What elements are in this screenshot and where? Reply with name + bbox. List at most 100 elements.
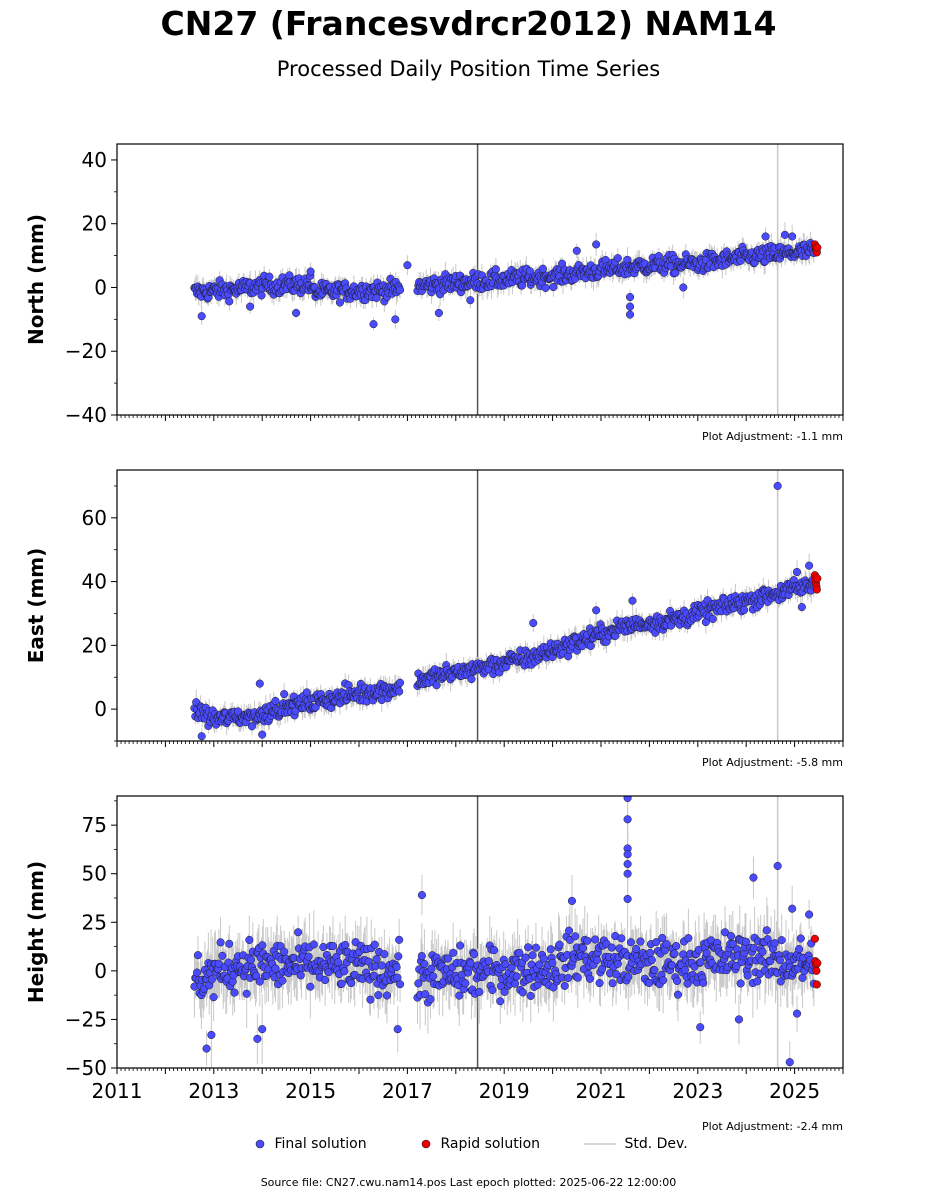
legend-rapid-label: Rapid solution [440,1136,541,1152]
final-solution-point [417,952,426,961]
final-solution-point [370,940,379,949]
final-solution-point [202,1044,211,1053]
final-solution-point [572,246,581,255]
final-solution-point [395,687,404,696]
final-solution-point [455,991,464,1000]
y-tick-label: 40 [82,570,107,594]
y-tick-label: −50 [65,1056,107,1080]
final-solution-point [302,688,311,697]
final-solution-point [591,935,600,944]
final-solution-point [623,815,632,824]
final-solution-point [539,954,548,963]
plot-area [190,796,822,1068]
final-solution-point [193,968,202,977]
final-solution-point [780,230,789,239]
final-solution-point [626,938,635,947]
final-solution-point [366,995,375,1004]
final-solution-point [773,481,782,490]
final-solution-point [427,964,436,973]
final-solution-point [623,869,632,878]
final-solution-point [647,955,656,965]
final-solution-point [788,904,797,913]
final-solution-point [521,953,530,962]
final-solution-point [449,948,458,957]
final-solution-point [395,980,405,989]
final-solution-point [673,976,682,985]
final-solution-point [225,939,234,948]
final-solution-point [512,972,521,981]
final-solution-point [741,937,750,946]
final-solution-point [321,975,330,985]
final-solution-point [467,675,476,684]
final-solution-point [529,618,538,628]
final-solution-point [720,928,730,937]
final-solution-point [680,965,689,975]
final-solution-point [623,859,632,869]
final-solution-point [623,850,632,859]
final-solution-point [583,936,592,945]
final-solution-point [743,971,752,980]
final-solution-point [531,943,541,952]
final-solution-point [788,232,797,241]
y-tick-label: 20 [82,633,107,657]
final-solution-point [395,285,405,294]
final-solution-point [608,979,617,988]
final-solution-point [257,291,266,300]
final-solution-point [662,940,671,949]
final-solution-point [761,232,770,241]
final-solution-point [696,958,705,967]
final-solution-point [679,283,688,292]
final-solution-point [740,605,749,614]
plot-panel-3: 2011 2013 2015 2017 2019 2021 2023 2025 −50 −25 0 2… [24,795,844,1133]
final-solution-point [466,296,475,305]
y-tick-label: −25 [65,1007,107,1031]
final-solution-point [592,240,601,249]
final-solution-point [434,308,443,318]
y-tick-label: −40 [65,403,107,427]
final-solution-point [773,861,782,870]
final-solution-point [646,948,655,957]
final-solution-point [546,945,555,954]
final-solution-point [403,261,412,270]
final-solution-point [625,302,635,311]
x-tick-label: 2023 [672,1079,723,1103]
y-tick-label: 0 [94,959,107,983]
final-solution-point [214,959,223,968]
final-solution-point [393,1025,402,1034]
final-solution-point [426,995,435,1004]
final-solution-point [510,979,520,988]
rapid-solution-point [812,980,821,989]
final-solution-point [197,732,206,741]
final-solution-point [796,934,805,943]
final-solution-point [578,944,588,953]
final-solution-point [652,938,661,947]
final-solution-point [672,941,681,951]
final-solution-point [628,596,637,605]
final-solution-point [432,681,441,690]
final-solution-point [395,678,405,687]
final-solution-point [391,315,400,324]
final-solution-point [797,603,806,612]
y-axis-label: North (mm) [24,214,48,345]
final-solution-point [564,973,573,983]
final-solution-point [382,991,392,1000]
final-solution-point [319,942,328,952]
rapid-solution-point [813,959,822,968]
final-solution-point [304,952,313,961]
final-solution-point [372,293,381,302]
final-solution-point [484,957,493,966]
final-solution-point [607,943,616,952]
final-solution-point [708,614,717,624]
x-tick-label: 2019 [479,1079,530,1103]
final-solution-point [515,948,524,958]
final-solution-point [625,310,635,319]
final-solution-point [414,979,423,988]
final-solution-point [475,987,484,996]
final-solution-point [340,967,349,976]
rapid-solution-point [810,934,819,943]
final-solution-point [230,988,239,997]
final-solution-point [650,966,659,975]
final-solution-point [636,937,645,946]
plot-adjustment-note: Plot Adjustment: -1.1 mm [702,430,843,443]
final-solution-point [623,796,632,802]
